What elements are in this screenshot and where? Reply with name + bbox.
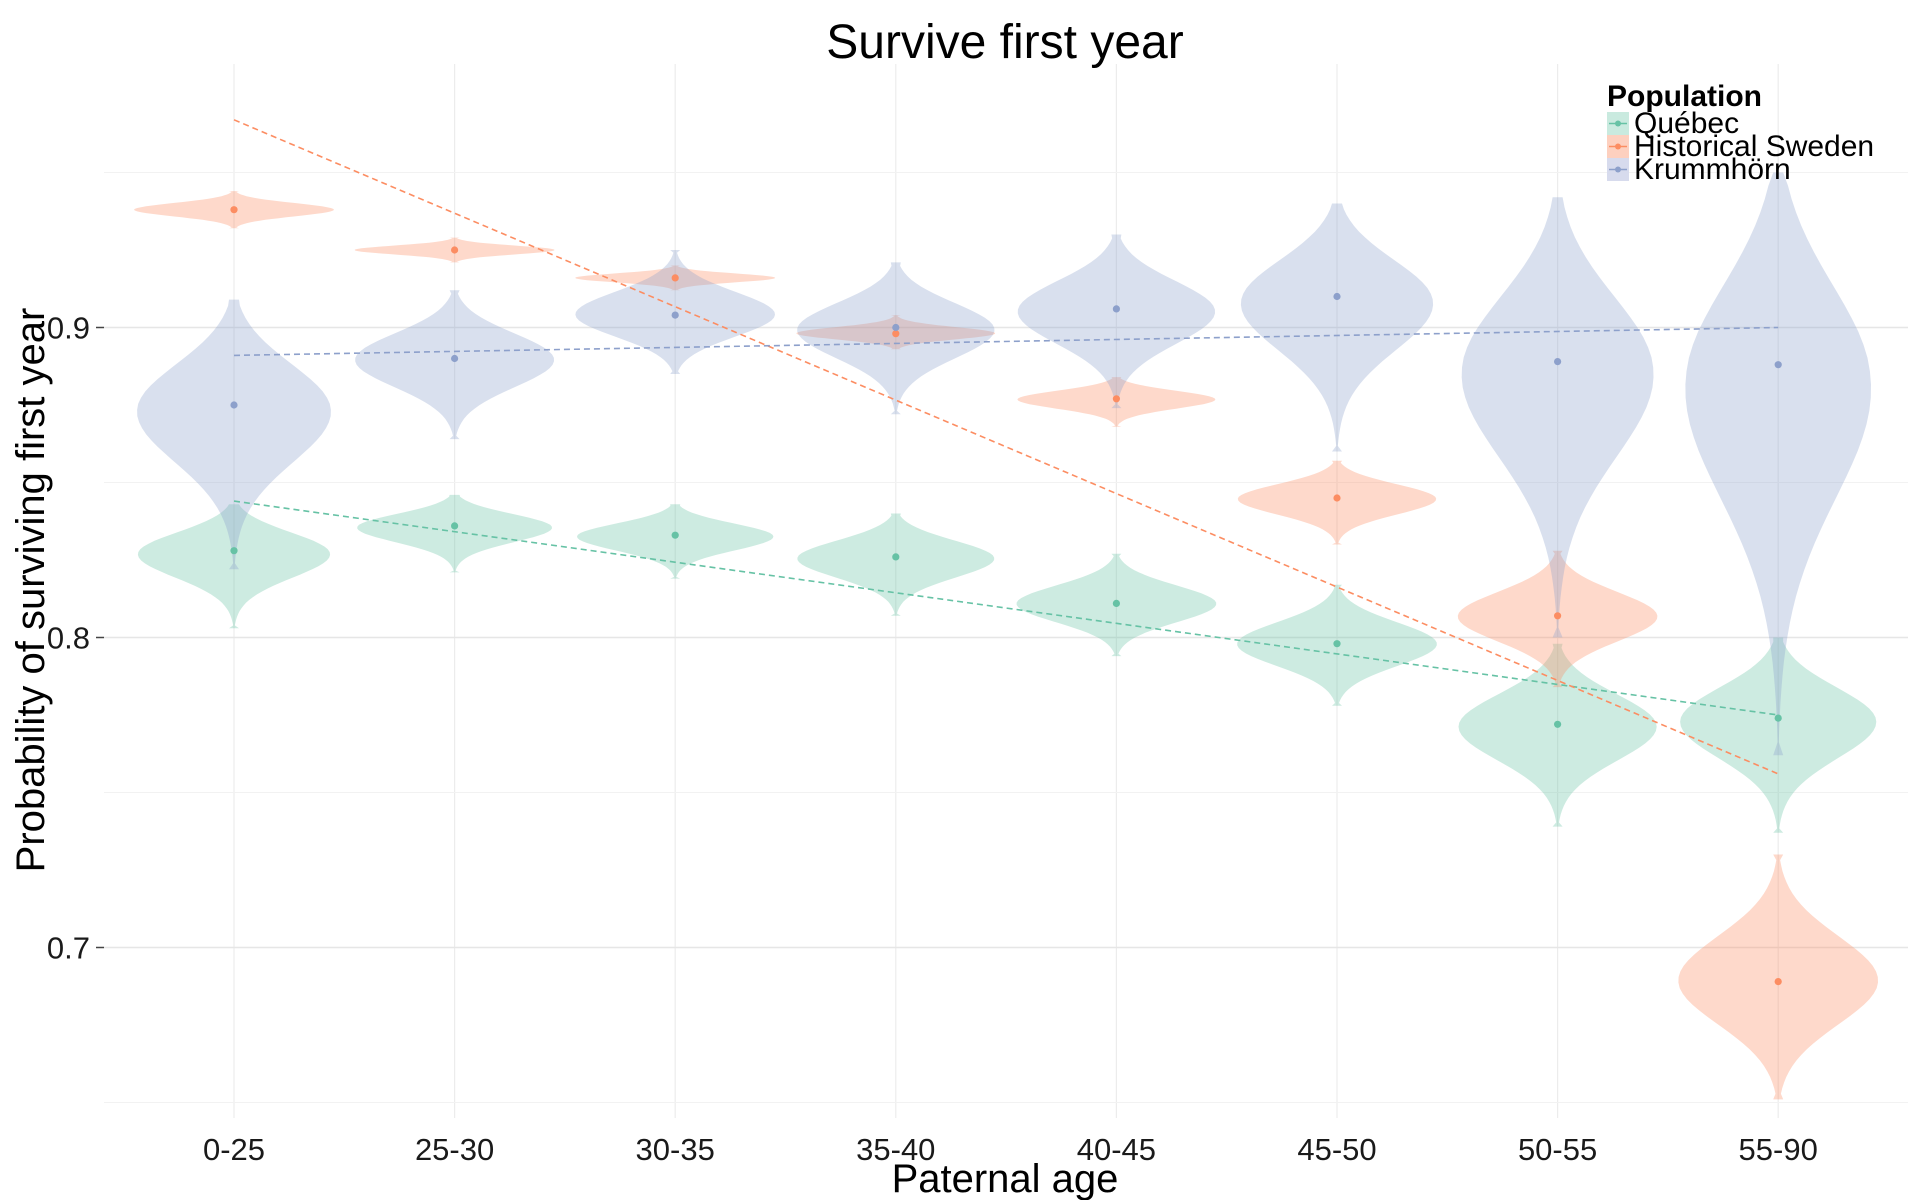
- legend-label-historical-sweden: Historical Sweden: [1634, 130, 1874, 163]
- mean-point-quebec: [1554, 720, 1562, 728]
- violin-quebec: [137, 504, 331, 629]
- mean-point-quebec: [1112, 599, 1120, 608]
- mean-point-quebec: [451, 522, 459, 530]
- x-tick-label: 30-35: [636, 1132, 715, 1167]
- legend-key-point: [1615, 120, 1621, 127]
- mean-point-krummhorn: [1112, 305, 1120, 313]
- violin-krummhorn: [1240, 203, 1434, 452]
- mean-point-historical-sweden: [892, 330, 900, 338]
- y-axis-title: Probability of surviving first year: [9, 308, 53, 873]
- violin-krummhorn: [1685, 172, 1871, 756]
- x-tick-label: 35-40: [856, 1132, 935, 1167]
- trend-lines: [233, 119, 1779, 775]
- legend-key-point: [1615, 166, 1621, 173]
- mean-point-historical-sweden: [1333, 494, 1341, 502]
- x-tick-label: 40-45: [1077, 1132, 1156, 1167]
- mean-point-krummhorn: [671, 311, 679, 319]
- violin-historical-sweden: [1678, 854, 1878, 1100]
- violin-quebec: [797, 513, 995, 616]
- violin-krummhorn: [797, 262, 995, 415]
- violin-quebec: [577, 504, 774, 579]
- x-tick-label: 45-50: [1297, 1132, 1376, 1167]
- x-tick-label: 55-90: [1739, 1132, 1818, 1167]
- legend-title: Population: [1607, 80, 1762, 113]
- mean-point-quebec: [1774, 714, 1782, 722]
- violin-krummhorn: [1017, 234, 1215, 409]
- x-tick-label: 25-30: [415, 1132, 494, 1167]
- y-tick-label: 0.8: [47, 621, 90, 656]
- mean-point-historical-sweden: [1112, 395, 1120, 403]
- violin-krummhorn: [137, 299, 331, 570]
- mean-point-quebec: [892, 553, 900, 561]
- x-axis-title: Paternal age: [892, 1157, 1119, 1200]
- violin-krummhorn: [355, 290, 554, 440]
- mean-point-historical-sweden: [671, 274, 679, 282]
- mean-point-quebec: [1333, 640, 1341, 648]
- violin-quebec: [357, 494, 552, 573]
- mean-point-quebec: [230, 547, 238, 555]
- mean-point-historical-sweden: [230, 206, 238, 214]
- mean-point-krummhorn: [1554, 358, 1562, 366]
- violin-krummhorn: [1461, 197, 1654, 638]
- y-tick-label: 0.9: [47, 311, 90, 346]
- violin-layer: [134, 172, 1878, 1100]
- mean-points: [230, 206, 1782, 986]
- legend-label-krummhorn: Krummhörn: [1634, 153, 1791, 186]
- legend-key-point: [1615, 143, 1621, 150]
- violin-historical-sweden: [1237, 460, 1437, 545]
- mean-point-krummhorn: [451, 354, 459, 363]
- mean-point-historical-sweden: [1554, 612, 1562, 620]
- axis-ticks: 0-25 25-30 30-35 35-40 40-45 45-50 50-55 55-90 0…: [47, 311, 1818, 1168]
- grid-lines: [104, 64, 1908, 1118]
- legend-label-quebec: Québec: [1634, 107, 1739, 140]
- x-tick-label: 0-25: [203, 1132, 265, 1167]
- x-tick-label: 50-55: [1518, 1132, 1597, 1167]
- mean-point-historical-sweden: [451, 246, 459, 254]
- trend-line-krummhorn: [233, 326, 1779, 357]
- y-tick-label: 0.7: [47, 931, 90, 966]
- mean-point-krummhorn: [1774, 361, 1782, 369]
- mean-point-krummhorn: [230, 401, 238, 409]
- violin-quebec: [1680, 637, 1877, 833]
- mean-point-krummhorn: [892, 323, 900, 332]
- mean-point-quebec: [671, 531, 679, 539]
- violin-quebec: [1458, 643, 1657, 827]
- mean-point-historical-sweden: [1774, 978, 1782, 986]
- mean-point-krummhorn: [1333, 292, 1341, 301]
- chart-title: Survive first year: [826, 16, 1183, 69]
